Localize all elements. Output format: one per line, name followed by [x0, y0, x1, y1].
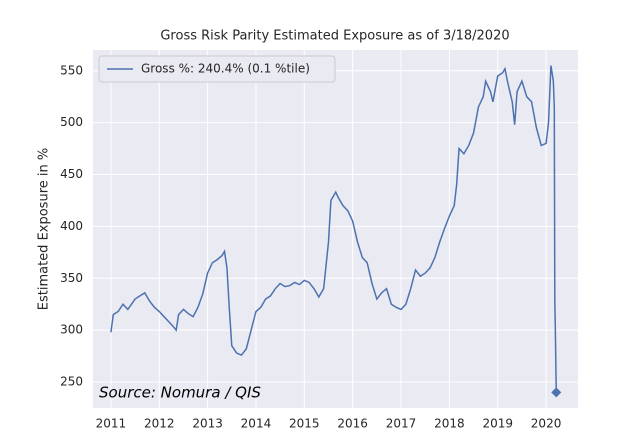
plot-area: [93, 50, 578, 408]
x-tick-label: 2014: [241, 417, 272, 431]
x-tick-label: 2020: [531, 417, 562, 431]
y-axis-label: Estimated Exposure in %: [37, 148, 52, 310]
x-tick-label: 2018: [434, 417, 465, 431]
y-tick-label: 400: [60, 219, 83, 233]
y-tick-label: 250: [60, 375, 83, 389]
x-tick-label: 2011: [96, 417, 127, 431]
y-tick-label: 300: [60, 323, 83, 337]
x-tick-label: 2013: [192, 417, 223, 431]
x-tick-label: 2019: [482, 417, 513, 431]
y-tick-label: 350: [60, 271, 83, 285]
y-tick-label: 500: [60, 115, 83, 129]
y-tick-label: 450: [60, 167, 83, 181]
annotation: Source: Nomura / QIS: [99, 384, 261, 402]
chart-title: Gross Risk Parity Estimated Exposure as …: [160, 29, 509, 44]
x-tick-label: 2015: [289, 417, 320, 431]
line: [110, 65, 557, 393]
x-tick-label: 2016: [337, 417, 368, 431]
y-tick-label: 550: [60, 63, 83, 77]
x-tick-label: 2012: [144, 417, 175, 431]
legend-label: Gross %: 240.4% (0.1 %tile): [141, 62, 310, 76]
legend-box: [98, 55, 336, 83]
end-marker: [551, 387, 562, 398]
x-tick-label: 2017: [386, 417, 417, 431]
